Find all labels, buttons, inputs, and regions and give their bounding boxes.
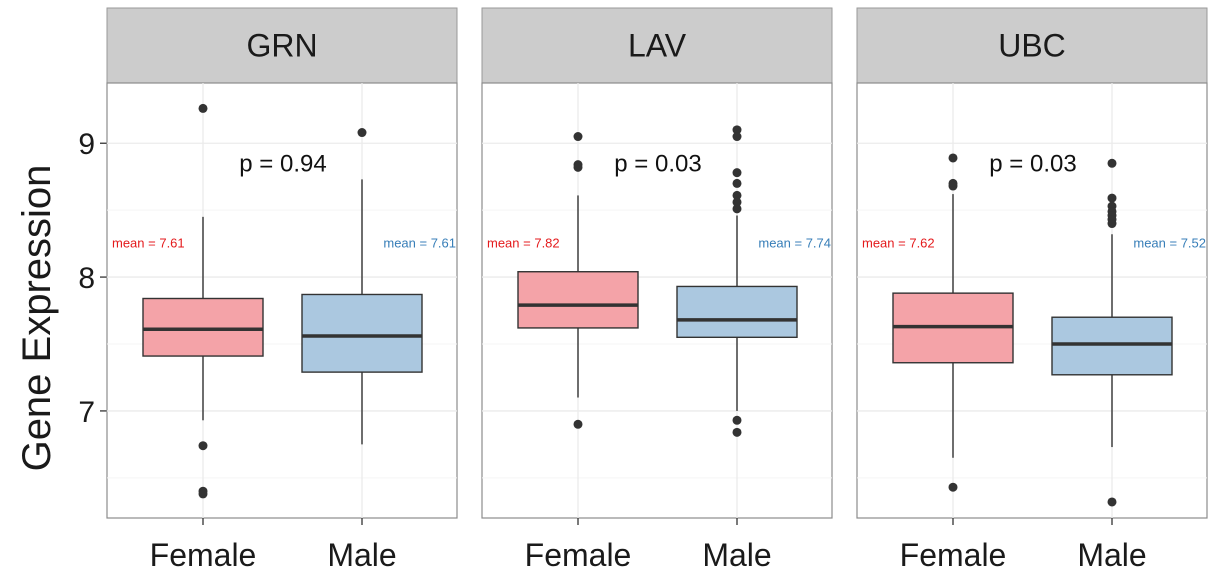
x-tick-label: Female: [900, 537, 1007, 573]
box-female: mean = 7.62: [862, 153, 1014, 492]
mean-label: mean = 7.62: [862, 236, 935, 251]
outlier-point: [573, 162, 583, 172]
y-tick-label: 7: [78, 396, 95, 429]
x-tick-label: Male: [327, 537, 396, 573]
y-tick-label: 9: [78, 128, 95, 161]
mean-label: mean = 7.74: [758, 236, 831, 251]
outlier-point: [732, 204, 742, 214]
facet-title: UBC: [998, 28, 1066, 64]
outlier-point: [198, 441, 208, 451]
x-tick-label: Male: [702, 537, 771, 573]
box-male: mean = 7.61: [301, 128, 456, 445]
facet-title: GRN: [246, 28, 317, 64]
panel-grn: GRN mean = 7.61 Female mean = 7.61 Male p = 0…: [106, 7, 458, 573]
outlier-point: [357, 128, 367, 138]
facet-panels: 7 8 9 GRN mean = 7.61 Female mean = 7.61 Male p …: [78, 7, 1208, 573]
outlier-point: [732, 168, 742, 178]
outlier-point: [732, 178, 742, 188]
iqr-box: [301, 293, 423, 373]
mean-label: mean = 7.82: [487, 236, 560, 251]
box-female: mean = 7.82: [487, 132, 639, 429]
iqr-box: [676, 285, 798, 339]
p-value-label: p = 0.94: [239, 150, 326, 177]
x-tick-label: Male: [1077, 537, 1146, 573]
outlier-point: [948, 482, 958, 492]
outlier-point: [732, 427, 742, 437]
outlier-point: [732, 125, 742, 135]
outlier-point: [732, 132, 742, 142]
box-male: mean = 7.74: [676, 125, 831, 437]
y-tick-label: 8: [78, 262, 95, 295]
x-tick-label: Female: [150, 537, 257, 573]
mean-label: mean = 7.61: [383, 236, 456, 251]
outlier-point: [198, 103, 208, 113]
outlier-point: [732, 190, 742, 200]
outlier-point: [573, 419, 583, 429]
outlier-point: [948, 153, 958, 163]
outlier-point: [1107, 158, 1117, 168]
facet-strip: [106, 7, 458, 84]
outlier-point: [948, 181, 958, 191]
p-value-label: p = 0.03: [989, 150, 1076, 177]
outlier-point: [1107, 193, 1117, 203]
outlier-point: [198, 489, 208, 499]
outlier-point: [573, 132, 583, 142]
iqr-box: [142, 297, 264, 357]
facet-strip: [856, 7, 1208, 84]
outlier-point: [732, 197, 742, 207]
facet-strip: [481, 7, 833, 84]
box-female: mean = 7.61: [112, 103, 264, 499]
mean-label: mean = 7.52: [1133, 236, 1206, 251]
panel-ubc: UBC mean = 7.62 Female mean = 7.52 Male p = 0…: [856, 7, 1208, 573]
outlier-point: [1107, 219, 1117, 229]
outlier-point: [1107, 497, 1117, 507]
x-tick-label: Female: [525, 537, 632, 573]
iqr-box: [1051, 316, 1173, 376]
facet-title: LAV: [628, 28, 687, 64]
p-value-label: p = 0.03: [614, 150, 701, 177]
y-axis-label: Gene Expression: [15, 165, 59, 472]
iqr-box: [517, 271, 639, 329]
mean-label: mean = 7.61: [112, 236, 185, 251]
outlier-point: [732, 415, 742, 425]
box-male: mean = 7.52: [1051, 158, 1206, 507]
panel-lav: LAV mean = 7.82 Female mean = 7.74 Male p = 0…: [481, 7, 833, 573]
